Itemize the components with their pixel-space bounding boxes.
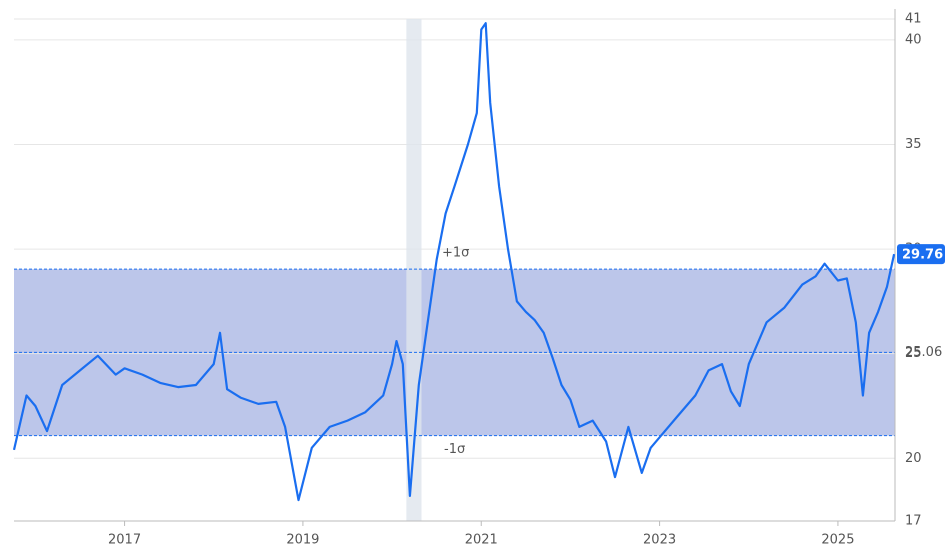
y-tick-label: 40 — [905, 32, 922, 47]
y-tick-label: 41 — [905, 12, 922, 27]
x-tick-label: 2021 — [465, 533, 498, 548]
y-tick-label: 25 — [905, 346, 922, 361]
last-value-box — [897, 244, 945, 265]
last-value-label: 29.76 — [902, 248, 943, 263]
y-tick-label: 35 — [905, 137, 922, 152]
series-line — [12, 22, 896, 502]
sigma-label: +1σ — [442, 246, 469, 261]
x-tick-label: 2025 — [821, 533, 854, 548]
x-tick-label: 2017 — [108, 533, 141, 548]
mean-label: 25.06 — [905, 345, 942, 360]
y-tick-label: 20 — [905, 451, 922, 466]
y-tick-label: 17 — [905, 514, 922, 529]
x-tick-label: 2023 — [643, 533, 676, 548]
sigma-label: -1σ — [444, 442, 465, 457]
x-tick-label: 2019 — [286, 533, 319, 548]
